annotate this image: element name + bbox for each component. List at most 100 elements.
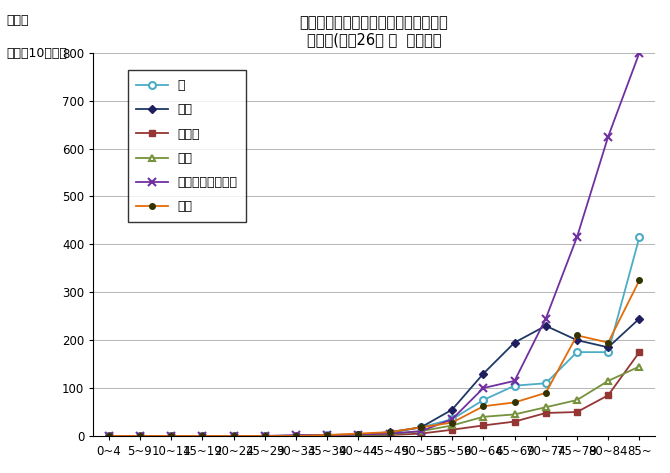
大腸 xyxy=(635,278,643,283)
Line: 大腸: 大腸 xyxy=(106,278,642,439)
胃 xyxy=(604,349,612,355)
気管・気管支・肺 xyxy=(417,429,425,434)
膵臓 xyxy=(635,364,643,369)
肝臓 xyxy=(542,323,550,329)
胃 xyxy=(542,380,550,386)
胃 xyxy=(323,432,331,438)
胆のう xyxy=(198,433,206,439)
胃 xyxy=(292,433,300,439)
気管・気管支・肺 xyxy=(479,385,487,391)
胆のう xyxy=(105,433,113,439)
膵臓 xyxy=(105,433,113,439)
気管・気管支・肺 xyxy=(604,134,612,140)
大腸 xyxy=(261,433,269,439)
大腸 xyxy=(136,433,144,439)
Line: 胃: 胃 xyxy=(105,234,643,439)
大腸 xyxy=(542,390,550,396)
膵臓 xyxy=(323,433,331,439)
胆のう xyxy=(323,433,331,439)
胃 xyxy=(198,433,206,439)
大腸 xyxy=(479,403,487,409)
胆のう xyxy=(417,431,425,437)
胃 xyxy=(448,416,456,422)
Line: 膵臓: 膵臓 xyxy=(105,363,643,439)
胃 xyxy=(479,397,487,403)
膵臓 xyxy=(261,433,269,439)
Legend: 胃, 肝臓, 胆のう, 膵臓, 気管・気管支・肺, 大腸: 胃, 肝臓, 胆のう, 膵臓, 気管・気管支・肺, 大腸 xyxy=(127,70,247,222)
膵臓 xyxy=(573,397,581,403)
Title: 部位別にみた悪性新生物の年齢階級別
死亡率(平成26年 男  熊本県）: 部位別にみた悪性新生物の年齢階級別 死亡率(平成26年 男 熊本県） xyxy=(299,15,448,47)
肝臓 xyxy=(417,424,425,430)
肝臓 xyxy=(448,407,456,412)
大腸 xyxy=(230,433,238,439)
肝臓 xyxy=(261,433,269,439)
肝臓 xyxy=(511,340,519,345)
気管・気管支・肺 xyxy=(168,433,176,439)
気管・気管支・肺 xyxy=(198,433,206,439)
大腸 xyxy=(448,420,456,425)
気管・気管支・肺 xyxy=(511,378,519,384)
胃 xyxy=(354,432,362,438)
胆のう xyxy=(448,427,456,433)
胃 xyxy=(136,433,144,439)
肝臓 xyxy=(573,337,581,343)
胃 xyxy=(386,430,394,436)
胆のう xyxy=(136,433,144,439)
気管・気管支・肺 xyxy=(323,432,331,438)
大腸 xyxy=(354,431,362,437)
気管・気管支・肺 xyxy=(261,433,269,439)
気管・気管支・肺 xyxy=(292,432,300,438)
胃 xyxy=(635,234,643,240)
膵臓 xyxy=(479,414,487,420)
胆のう xyxy=(479,422,487,428)
肝臓 xyxy=(105,433,113,439)
膵臓 xyxy=(198,433,206,439)
大腸 xyxy=(386,429,394,435)
膵臓 xyxy=(136,433,144,439)
気管・気管支・肺 xyxy=(105,433,113,439)
大腸 xyxy=(604,340,612,345)
Line: 肝臓: 肝臓 xyxy=(106,316,642,439)
胃 xyxy=(417,424,425,430)
胆のう xyxy=(168,433,176,439)
膵臓 xyxy=(292,433,300,439)
Line: 胆のう: 胆のう xyxy=(106,350,642,439)
膵臓 xyxy=(542,404,550,410)
胆のう xyxy=(354,433,362,439)
Line: 気管・気管支・肺: 気管・気管支・肺 xyxy=(105,49,644,440)
膵臓 xyxy=(354,432,362,438)
胃 xyxy=(105,433,113,439)
気管・気管支・肺 xyxy=(354,432,362,438)
肝臓 xyxy=(323,433,331,439)
胃 xyxy=(573,349,581,355)
膵臓 xyxy=(604,378,612,384)
胆のう xyxy=(511,419,519,424)
胆のう xyxy=(542,410,550,416)
肝臓 xyxy=(479,371,487,377)
肝臓 xyxy=(386,429,394,435)
気管・気管支・肺 xyxy=(230,433,238,439)
Text: 死亡率: 死亡率 xyxy=(7,14,29,27)
肝臓 xyxy=(198,433,206,439)
膵臓 xyxy=(230,433,238,439)
胃 xyxy=(261,433,269,439)
大腸 xyxy=(511,400,519,405)
膵臓 xyxy=(168,433,176,439)
膵臓 xyxy=(448,422,456,428)
気管・気管支・肺 xyxy=(448,416,456,422)
胆のう xyxy=(604,393,612,398)
胆のう xyxy=(230,433,238,439)
胆のう xyxy=(573,409,581,415)
肝臓 xyxy=(354,432,362,438)
胃 xyxy=(168,433,176,439)
気管・気管支・肺 xyxy=(573,234,581,240)
大腸 xyxy=(417,424,425,430)
胆のう xyxy=(386,432,394,438)
肝臓 xyxy=(635,316,643,322)
胃 xyxy=(511,383,519,388)
膵臓 xyxy=(386,432,394,438)
膵臓 xyxy=(511,412,519,417)
大腸 xyxy=(573,333,581,338)
気管・気管支・肺 xyxy=(136,433,144,439)
膵臓 xyxy=(417,429,425,434)
